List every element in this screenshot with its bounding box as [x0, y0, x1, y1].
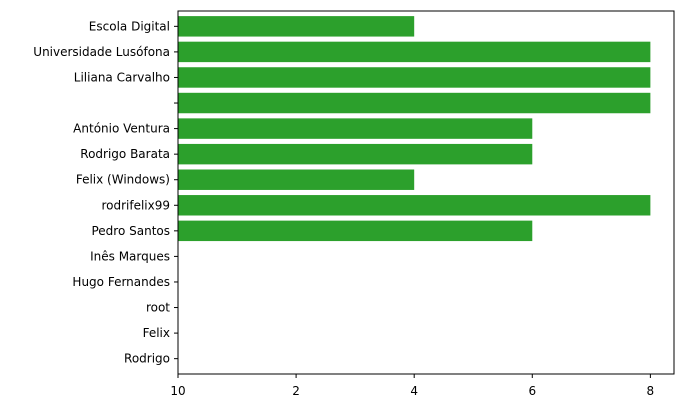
y-tick-label: root: [146, 301, 170, 315]
x-tick-label: 4: [410, 384, 418, 398]
y-tick-label: Inês Marques: [90, 249, 170, 263]
y-tick-label: rodrifelix99: [101, 198, 170, 212]
y-tick-label: Hugo Fernandes: [72, 275, 170, 289]
bar: [178, 220, 533, 242]
bar: [178, 143, 533, 165]
y-tick-label: Rodrigo: [124, 352, 170, 366]
y-tick-label: Pedro Santos: [91, 224, 170, 238]
x-tick-label: 2: [292, 384, 300, 398]
bar: [178, 16, 415, 37]
x-tick-label: 10: [170, 384, 185, 398]
y-tick-label: Universidade Lusófona: [33, 45, 170, 59]
bar: [178, 92, 651, 114]
plot-frame: [177, 10, 675, 375]
bars-group: [178, 16, 651, 242]
y-axis: Escola Digital Universidade Lusófona Lilia…: [33, 19, 178, 366]
x-axis: 10 2 4 6 8: [170, 374, 654, 398]
y-tick-label: Felix: [143, 326, 170, 340]
bar: [178, 195, 651, 216]
bar: [178, 67, 651, 88]
bar: [178, 118, 533, 139]
bar: [178, 169, 415, 190]
x-tick-label: 8: [647, 384, 655, 398]
y-tick-label: Escola Digital: [89, 19, 170, 33]
y-tick-label: António Ventura: [73, 122, 170, 136]
x-tick-label: 6: [528, 384, 536, 398]
y-tick-label: Liliana Carvalho: [74, 70, 170, 84]
y-tick-label: Felix (Windows): [76, 173, 170, 187]
y-tick-label: Rodrigo Barata: [80, 147, 170, 161]
bar: [178, 41, 651, 63]
